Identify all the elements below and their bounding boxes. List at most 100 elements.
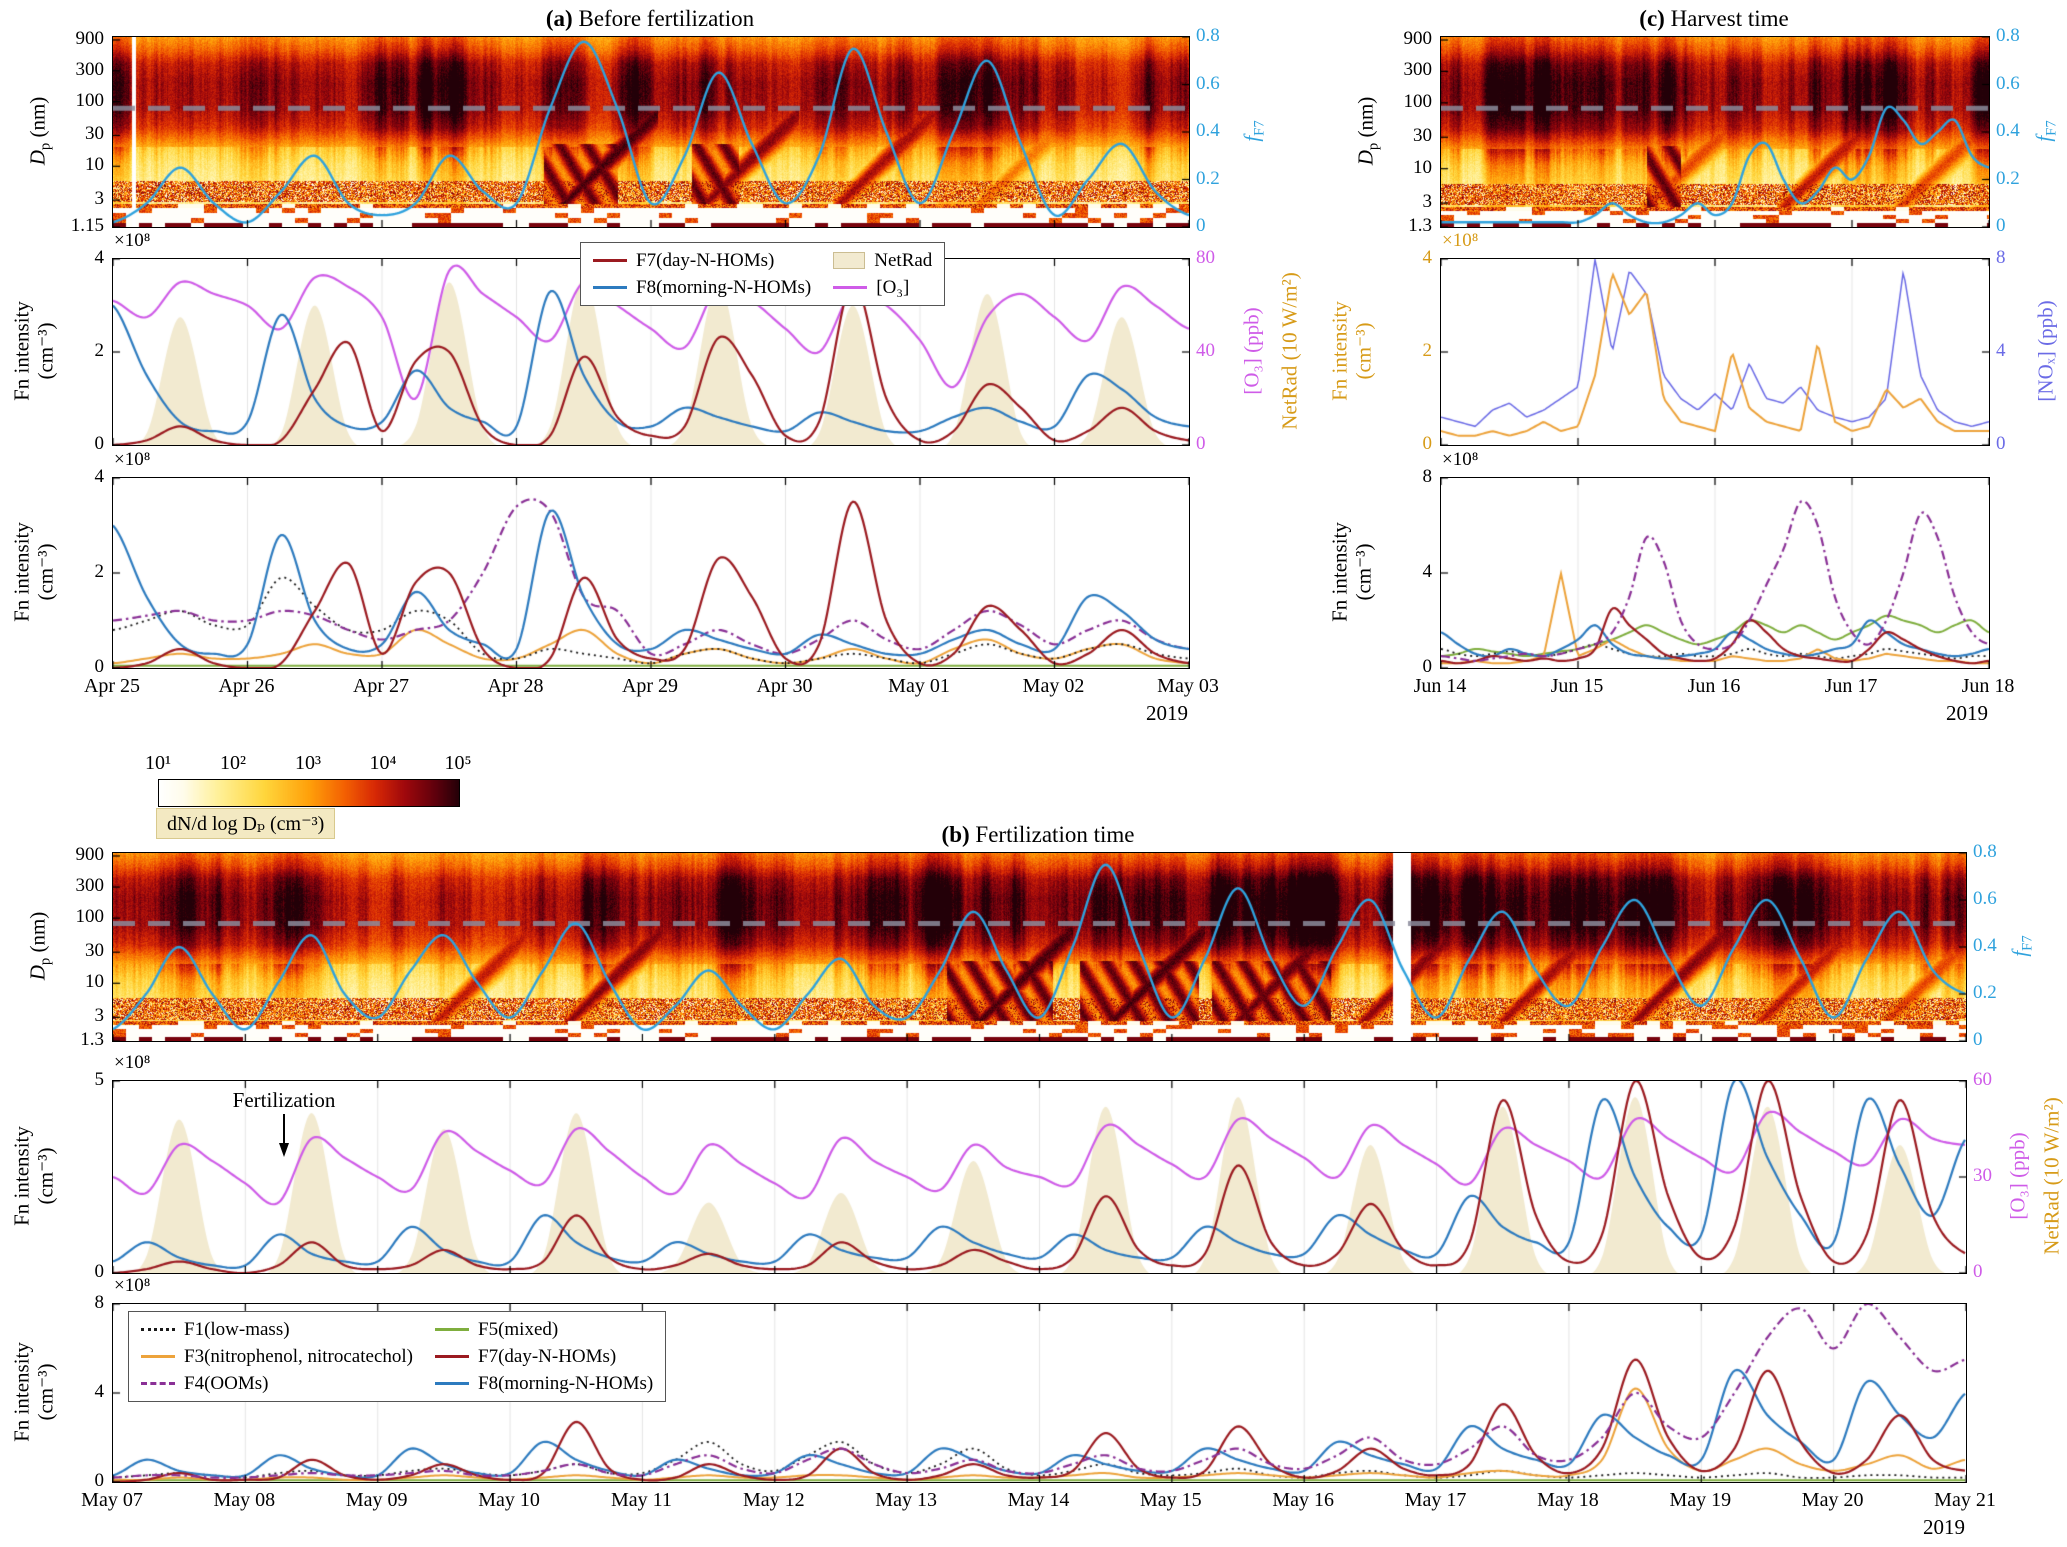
ff7-tick-label: 0.2 xyxy=(1996,167,2020,189)
right-tick-label: 60 xyxy=(1973,1069,1992,1090)
legend-swatch-netrad xyxy=(833,252,866,269)
x-tick-label: Jun 17 xyxy=(1824,675,1878,697)
fn-tick-label: 2 xyxy=(1422,340,1433,361)
legend-line-f7 xyxy=(593,259,628,262)
panel-b-title-text: Fertilization time xyxy=(969,822,1135,847)
legend-label-f4: F4(OOMs) xyxy=(184,1372,269,1394)
x-tick-label: May 11 xyxy=(610,1489,672,1511)
panel-a-title-tag: (a) xyxy=(545,6,573,31)
legend-label-f8: F8(morning-N-HOMs) xyxy=(636,276,812,298)
panel-c-bot-canvas xyxy=(1440,477,1990,669)
dp-tick-label: 10 xyxy=(85,971,104,993)
dp-tick-label: 900 xyxy=(75,27,105,49)
legend-label-f8: F8(morning-N-HOMs) xyxy=(478,1372,654,1394)
legend-item-f7: F7(day-N-HOMs) xyxy=(435,1344,653,1369)
legend-label-f1: F1(low-mass) xyxy=(184,1318,290,1340)
colorbar-tick: 10⁵ xyxy=(444,752,472,774)
ff7-tick-label: 0 xyxy=(1196,215,1206,236)
colorbar-tick: 10¹ xyxy=(145,752,171,774)
fn-tick-label: 4 xyxy=(94,466,105,487)
dp-tick-label: 100 xyxy=(1403,90,1433,112)
legend-label-f5: F5(mixed) xyxy=(478,1318,559,1340)
ff7-tick-label: 0.2 xyxy=(1196,167,1220,189)
exponent-label-c-mid: ×10⁸ xyxy=(1442,230,1479,251)
netrad-axis-label-a: NetRad (10 W/m²) xyxy=(1277,272,1302,430)
fn-tick-label: 2 xyxy=(94,561,105,582)
ff7-tick-label: 0.8 xyxy=(1996,25,2020,46)
x-tick-label: May 01 xyxy=(888,675,950,697)
netrad-axis-label-b: NetRad (10 W/m²) xyxy=(2039,1097,2064,1255)
fertilization-arrow xyxy=(279,1114,289,1157)
legend-item-f8: F8(morning-N-HOMs) xyxy=(435,1371,653,1396)
panel-b-heat-canvas xyxy=(112,852,1967,1042)
legend-label-f7: F7(day-N-HOMs) xyxy=(636,249,775,271)
dp-tick-label: 3 xyxy=(94,188,105,210)
panel-b-title: (b) Fertilization time xyxy=(942,822,1135,848)
panel-c-mid-canvas xyxy=(1440,258,1990,446)
colorbar-tick: 10² xyxy=(220,752,246,774)
right-tick-label: 8 xyxy=(1996,247,2006,268)
dp-tick-label: 300 xyxy=(75,875,105,897)
legend-item-f5: F5(mixed) xyxy=(435,1317,653,1342)
x-tick-label: May 13 xyxy=(875,1489,937,1511)
ff7-axis-label-c: fF7 xyxy=(2031,120,2060,142)
ff7-tick-label: 0 xyxy=(1996,215,2006,236)
fn-tick-label: 0 xyxy=(94,1261,105,1282)
panel-b-mid-canvas xyxy=(112,1080,1967,1274)
year-label-b: 2019 xyxy=(1923,1515,1965,1539)
fn-tick-label: 0 xyxy=(1422,433,1433,454)
fertilization-annotation: Fertilization xyxy=(232,1088,336,1112)
legend-label-o3: [O₃] xyxy=(876,276,910,298)
right-tick-label: 0 xyxy=(1973,1261,1983,1282)
legend-item-netrad: NetRad xyxy=(833,248,932,273)
dp-tick-label: 30 xyxy=(85,123,104,145)
panel-a-heat-canvas xyxy=(112,36,1190,228)
x-tick-label: Apr 25 xyxy=(83,675,141,697)
x-tick-label: Jun 14 xyxy=(1413,675,1467,697)
legend-line-f5 xyxy=(435,1328,469,1331)
x-tick-label: May 09 xyxy=(345,1489,408,1511)
x-tick-label: May 10 xyxy=(478,1489,540,1511)
right-tick-label: 40 xyxy=(1196,340,1215,361)
x-tick-label: Apr 27 xyxy=(352,675,410,697)
fn-tick-label: 0 xyxy=(94,1470,105,1491)
legend-line-f3 xyxy=(141,1355,175,1358)
fn-axis-label-c-bot: Fn intensity (cm⁻³) xyxy=(1327,522,1375,622)
ff7-tick-label: 0.6 xyxy=(1196,72,1220,94)
ff7-tick-label: 0 xyxy=(1973,1029,1983,1050)
ff7-tick-label: 0.8 xyxy=(1196,25,1220,46)
exponent-label-b-mid: ×10⁸ xyxy=(114,1052,151,1073)
panel-c-title-tag: (c) xyxy=(1639,6,1665,31)
ff7-tick-label: 0.4 xyxy=(1973,935,1997,956)
right-tick-label: 4 xyxy=(1996,340,2006,361)
dp-tick-label: 900 xyxy=(1403,28,1433,49)
right-tick-label: 0 xyxy=(1196,433,1206,454)
fn-tick-label: 5 xyxy=(94,1069,105,1090)
exponent-label-c-bot: ×10⁸ xyxy=(1442,449,1479,470)
fn-tick-label: 0 xyxy=(94,656,105,677)
fn-tick-label: 2 xyxy=(94,340,105,361)
x-tick-label: May 08 xyxy=(213,1489,276,1511)
ff7-axis-label-b: fF7 xyxy=(2007,935,2036,957)
fn-tick-label: 0 xyxy=(94,433,105,454)
x-tick-label: May 07 xyxy=(81,1489,143,1511)
colorbar-tick: 10³ xyxy=(295,752,321,774)
x-tick-label: May 16 xyxy=(1272,1489,1335,1511)
legend-a_mid: F7(day-N-HOMs) F8(morning-N-HOMs) NetRad [O… xyxy=(580,242,946,306)
x-tick-label: Jun 16 xyxy=(1687,675,1741,697)
o3-axis-label-a: [O₃] (ppb) xyxy=(1239,307,1264,395)
legend-item-f3: F3(nitrophenol, nitrocatechol) xyxy=(141,1344,413,1369)
x-tick-label: May 19 xyxy=(1669,1489,1732,1511)
legend-item-f8: F8(morning-N-HOMs) xyxy=(593,275,811,300)
dp-tick-label: 1.3 xyxy=(1408,215,1432,236)
x-tick-label: Jun 15 xyxy=(1550,675,1604,697)
right-tick-label: 80 xyxy=(1196,247,1215,268)
dp-tick-label: 10 xyxy=(85,154,104,176)
ff7-tick-label: 0.6 xyxy=(1996,72,2020,94)
fn-tick-label: 4 xyxy=(94,247,105,268)
fn-tick-label: 4 xyxy=(1422,561,1433,582)
x-tick-label: Apr 29 xyxy=(621,675,679,697)
right-tick-label: 0 xyxy=(1996,433,2006,454)
colorbar-label: dN/d log Dₚ (cm⁻³) xyxy=(156,808,336,839)
x-tick-label: Apr 26 xyxy=(218,675,275,697)
